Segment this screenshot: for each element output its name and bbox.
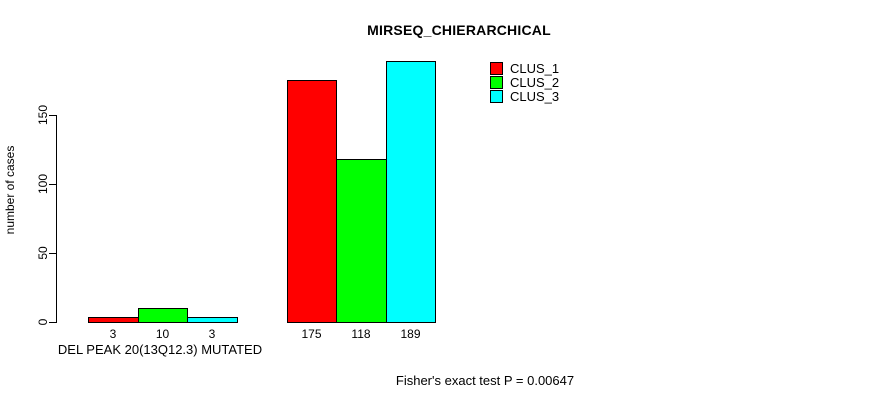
y-tick-mark	[49, 115, 56, 116]
bar-clus_1-group1	[88, 317, 139, 323]
bar-clus_2-group2	[336, 159, 387, 323]
legend-label: CLUS_1	[510, 61, 560, 77]
legend-swatch-icon	[490, 62, 503, 76]
bar-value-label: 3	[208, 327, 216, 341]
chart-title: MIRSEQ_CHIERARCHICAL	[367, 22, 551, 38]
y-tick-label: 50	[36, 246, 50, 260]
bar-value-label: 175	[301, 327, 322, 341]
legend-row-clus_3: CLUS_3	[490, 89, 559, 103]
legend-swatch-icon	[490, 89, 503, 103]
legend: CLUS_1 CLUS_2 CLUS_3	[490, 62, 559, 103]
y-tick-mark	[49, 322, 56, 323]
legend-row-clus_2: CLUS_2	[490, 76, 559, 90]
y-tick-mark	[49, 253, 56, 254]
y-axis-title: number of cases	[3, 145, 17, 235]
bar-value-label: 189	[400, 327, 421, 341]
legend-row-clus_1: CLUS_1	[490, 62, 559, 76]
x-axis-group-label: DEL PEAK 20(13Q12.3) MUTATED	[57, 342, 263, 357]
y-tick-label: 150	[36, 104, 50, 126]
bar-clus_3-group1	[187, 317, 238, 323]
legend-label: CLUS_2	[510, 75, 560, 91]
y-axis-line	[56, 115, 57, 323]
y-tick-label: 0	[36, 318, 50, 326]
legend-swatch-icon	[490, 76, 503, 90]
bar-value-label: 118	[351, 327, 371, 341]
bar-clus_3-group2	[386, 61, 436, 323]
legend-label: CLUS_3	[510, 88, 560, 104]
y-tick-label: 100	[36, 173, 50, 195]
bar-clus_2-group1	[138, 308, 188, 323]
y-tick-mark	[49, 184, 56, 185]
bar-value-label: 10	[155, 327, 170, 341]
bar-value-label: 3	[109, 327, 117, 341]
bar-clus_1-group2	[287, 80, 337, 323]
fisher-test-annotation: Fisher's exact test P = 0.00647	[395, 373, 575, 388]
